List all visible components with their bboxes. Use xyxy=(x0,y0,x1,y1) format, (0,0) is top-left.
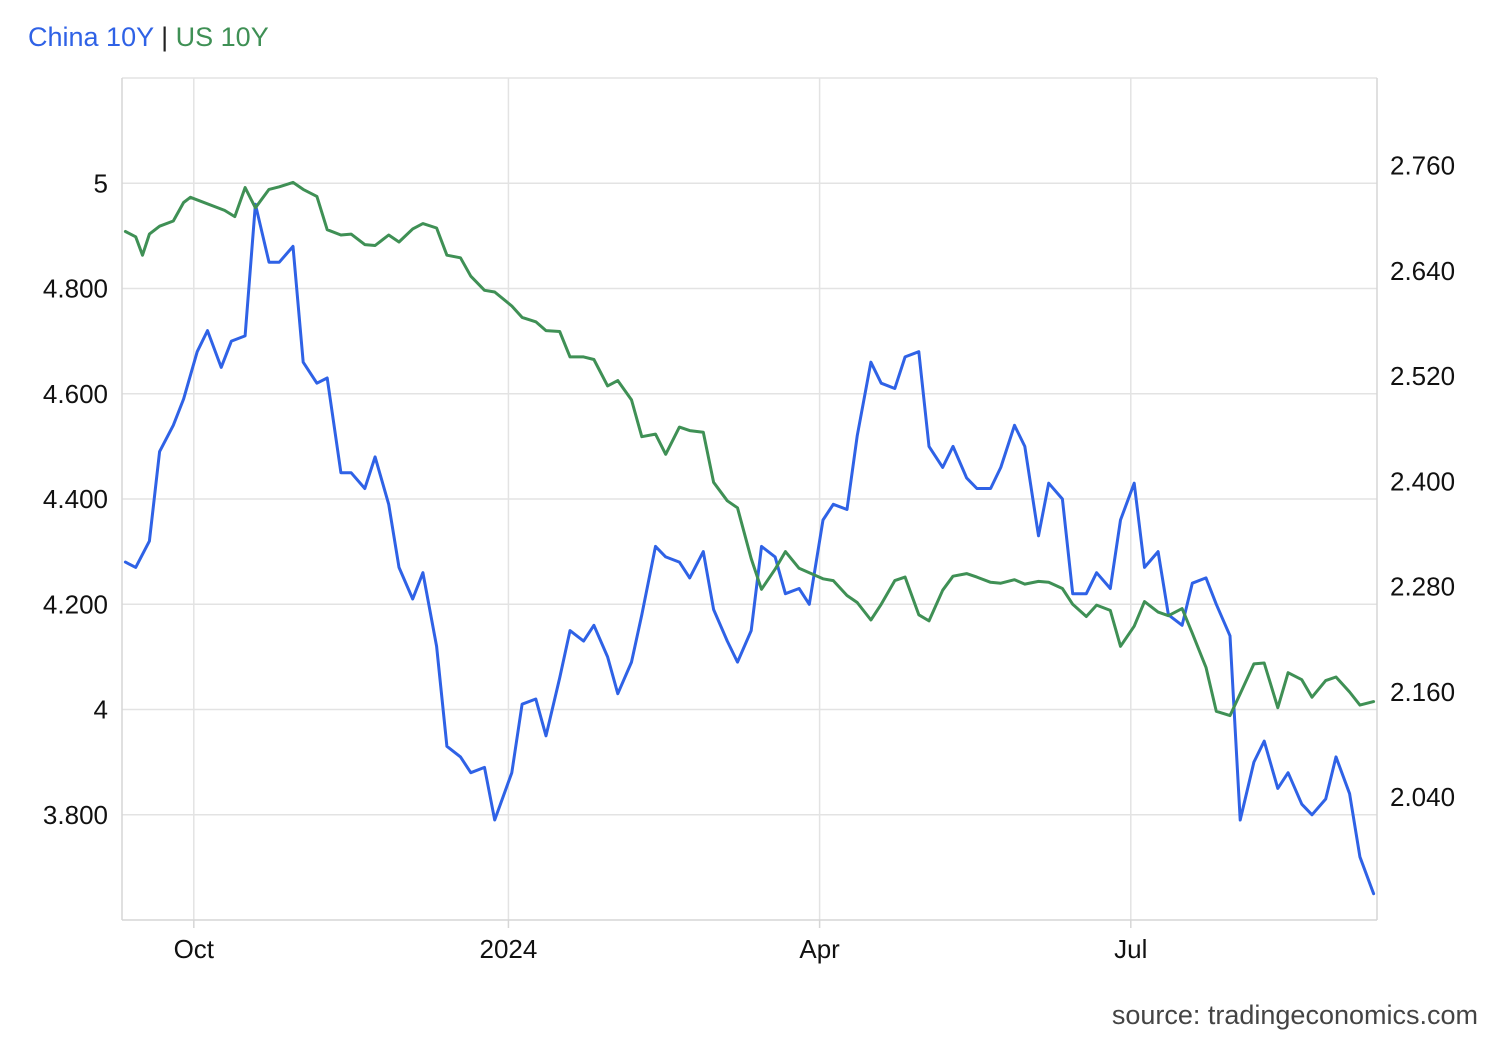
y-right-tick-label: 2.400 xyxy=(1390,466,1455,496)
legend-us-label: US 10Y xyxy=(175,22,269,52)
y-right-tick-label: 2.280 xyxy=(1390,572,1455,602)
y-left-tick-label: 4.400 xyxy=(43,484,108,514)
chart-axes xyxy=(121,78,1378,928)
x-tick-label: Jul xyxy=(1114,934,1147,964)
y-right-tick-label: 2.760 xyxy=(1390,151,1455,181)
y-left-tick-label: 5 xyxy=(94,168,108,198)
y-right-tick-label: 2.160 xyxy=(1390,677,1455,707)
grid-lines xyxy=(122,77,1377,920)
chart-legend: China 10Y | US 10Y xyxy=(28,22,269,53)
y-left-tick-label: 4.800 xyxy=(43,274,108,304)
x-tick-label: Apr xyxy=(799,934,840,964)
x-tick-label: 2024 xyxy=(479,934,537,964)
y-right-tick-label: 2.640 xyxy=(1390,256,1455,286)
y-left-tick-label: 3.800 xyxy=(43,800,108,830)
y-right-tick-label: 2.040 xyxy=(1390,782,1455,812)
legend-separator: | xyxy=(161,22,169,52)
y-left-tick-label: 4.200 xyxy=(43,589,108,619)
legend-china-label: China 10Y xyxy=(28,22,154,52)
series-lines xyxy=(123,180,1376,896)
y-left-tick-label: 4.600 xyxy=(43,379,108,409)
source-note: source: tradingeconomics.com xyxy=(1111,1000,1478,1030)
series-line-us-10y xyxy=(123,202,1376,896)
tick-labels: 3.800 4 4.200 4.400 4.600 4.800 5 2.040 2.160 2.2… xyxy=(43,151,1455,964)
x-tick-label: Oct xyxy=(174,934,215,964)
series-line-china-10y xyxy=(123,180,1376,718)
y-left-tick-label: 4 xyxy=(94,695,108,725)
y-right-tick-label: 2.520 xyxy=(1390,361,1455,391)
